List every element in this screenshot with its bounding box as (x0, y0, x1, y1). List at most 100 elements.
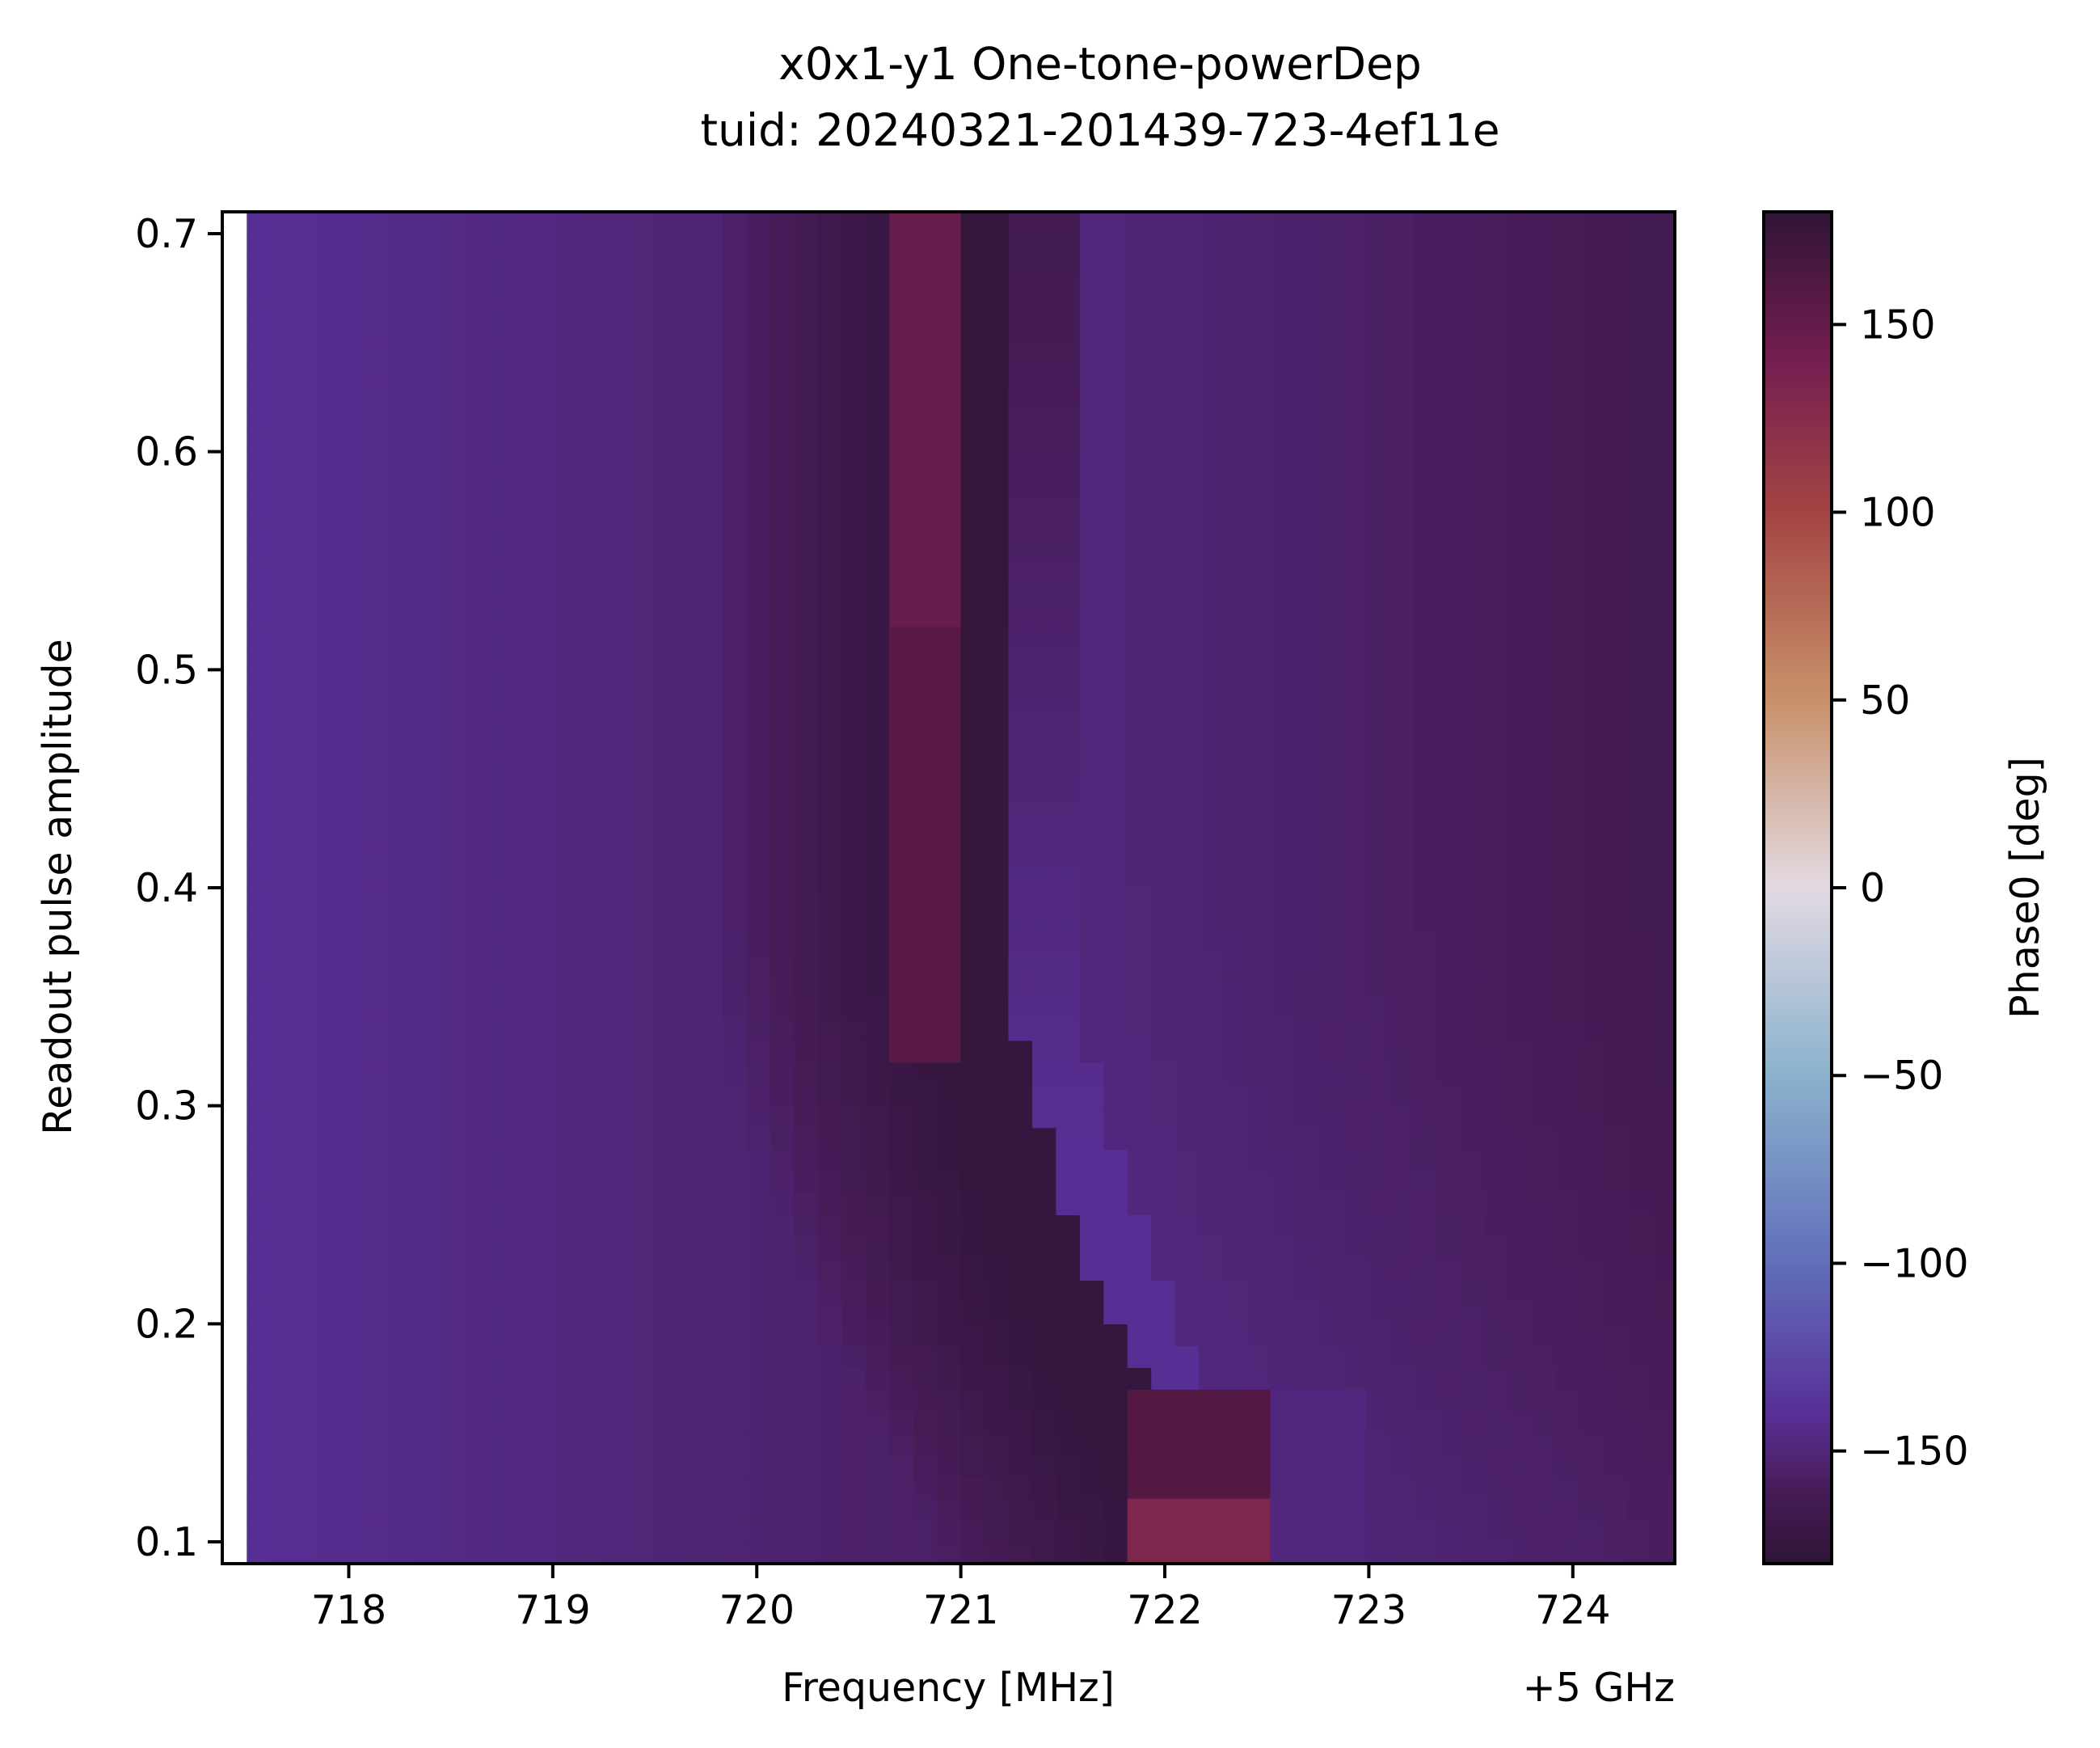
heatmap-cell (461, 451, 486, 475)
heatmap-cell (461, 800, 486, 823)
heatmap-cell (889, 1171, 914, 1194)
heatmap-cell (436, 1280, 462, 1303)
heatmap-cell (1389, 800, 1414, 823)
heatmap-cells (247, 212, 1676, 1564)
heatmap-cell (1079, 931, 1104, 954)
heatmap-cell (413, 1083, 438, 1107)
heatmap-cell (1151, 1520, 1176, 1543)
heatmap-cell (1246, 473, 1271, 496)
heatmap-cell (1532, 800, 1557, 823)
heatmap-cell (1151, 866, 1176, 889)
heatmap-cell (1484, 779, 1509, 801)
heatmap-cell (889, 691, 914, 714)
heatmap-cell (484, 1520, 509, 1543)
heatmap-cell (1246, 1214, 1271, 1238)
heatmap-cell (508, 1302, 533, 1324)
heatmap-cell (1651, 713, 1676, 736)
heatmap-cell (841, 1302, 867, 1324)
heatmap-cell (294, 713, 319, 736)
heatmap-cell (817, 473, 843, 496)
heatmap-cell (1293, 1345, 1318, 1368)
heatmap-cell (532, 1214, 557, 1238)
heatmap-cell (1031, 604, 1057, 627)
heatmap-cell (865, 996, 890, 1020)
heatmap-cell (889, 277, 914, 300)
heatmap-cell (1603, 866, 1628, 889)
heatmap-cell (698, 1520, 723, 1543)
heatmap-cell (1365, 1367, 1390, 1390)
heatmap-cell (603, 517, 629, 540)
heatmap-cell (1056, 1498, 1081, 1521)
heatmap-cell (461, 1127, 486, 1151)
heatmap-cell (1460, 429, 1486, 453)
heatmap-cell (436, 648, 462, 670)
heatmap-cell (1460, 1302, 1486, 1324)
heatmap-cell (865, 1520, 890, 1543)
heatmap-cell (1199, 669, 1224, 692)
heatmap-cell (1103, 277, 1128, 300)
heatmap-cell (1056, 822, 1081, 845)
heatmap-cell (770, 1345, 795, 1368)
heatmap-cell (318, 779, 343, 801)
heatmap-cell (365, 538, 390, 562)
heatmap-cell (817, 1062, 843, 1085)
heatmap-cell (698, 952, 723, 976)
heatmap-cell (723, 364, 748, 387)
heatmap-cell (342, 1083, 367, 1107)
heatmap-cell (817, 691, 843, 714)
heatmap-cell (413, 342, 438, 365)
heatmap-cell (1174, 255, 1200, 278)
heatmap-cell (746, 604, 771, 627)
heatmap-cell (746, 1280, 771, 1303)
heatmap-cell (1460, 800, 1486, 823)
heatmap-cell (342, 1236, 367, 1260)
heatmap-cell (817, 1258, 843, 1281)
heatmap-cell (1460, 713, 1486, 736)
heatmap-cell (1532, 822, 1557, 845)
heatmap-cell (1222, 1280, 1247, 1303)
heatmap-cell (1008, 800, 1033, 823)
heatmap-cell (1079, 1193, 1104, 1216)
heatmap-cell (436, 1083, 462, 1107)
heatmap-cell (342, 495, 367, 518)
heatmap-cell (794, 212, 819, 234)
heatmap-cell (1436, 909, 1461, 932)
heatmap-cell (960, 1193, 985, 1216)
heatmap-cell (461, 1040, 486, 1063)
heatmap-cell (1484, 626, 1509, 648)
heatmap-cell (1318, 1324, 1343, 1346)
heatmap-cell (365, 407, 390, 431)
heatmap-cell (746, 1367, 771, 1390)
heatmap-cell (1389, 1040, 1414, 1063)
heatmap-cell (580, 1171, 605, 1194)
heatmap-cell (1127, 604, 1152, 627)
heatmap-cell (1365, 757, 1390, 779)
heatmap-cell (603, 1258, 629, 1281)
heatmap-cell (247, 1476, 272, 1499)
heatmap-cell (675, 212, 700, 234)
heatmap-cell (627, 1345, 652, 1368)
heatmap-cell (389, 1171, 415, 1194)
heatmap-cell (723, 952, 748, 976)
heatmap-cell (746, 1455, 771, 1477)
heatmap-cell (1532, 1193, 1557, 1216)
heatmap-cell (1389, 1476, 1414, 1499)
heatmap-cell (247, 451, 272, 475)
heatmap-cell (603, 233, 629, 256)
heatmap-cell (413, 1149, 438, 1172)
heatmap-cell (1436, 233, 1461, 256)
heatmap-cell (1222, 255, 1247, 278)
heatmap-cell (342, 212, 367, 234)
heatmap-cell (1103, 1193, 1128, 1216)
heatmap-cell (1222, 735, 1247, 758)
heatmap-cell (1270, 604, 1295, 627)
heatmap-cell (294, 1367, 319, 1390)
heatmap-cell (627, 1302, 652, 1324)
heatmap-cell (985, 800, 1010, 823)
heatmap-cell (746, 1018, 771, 1041)
heatmap-cell (1293, 233, 1318, 256)
heatmap-cell (1436, 538, 1461, 562)
heatmap-cell (1151, 1389, 1176, 1412)
heatmap-cell (1246, 844, 1271, 867)
heatmap-cell (1365, 407, 1390, 431)
